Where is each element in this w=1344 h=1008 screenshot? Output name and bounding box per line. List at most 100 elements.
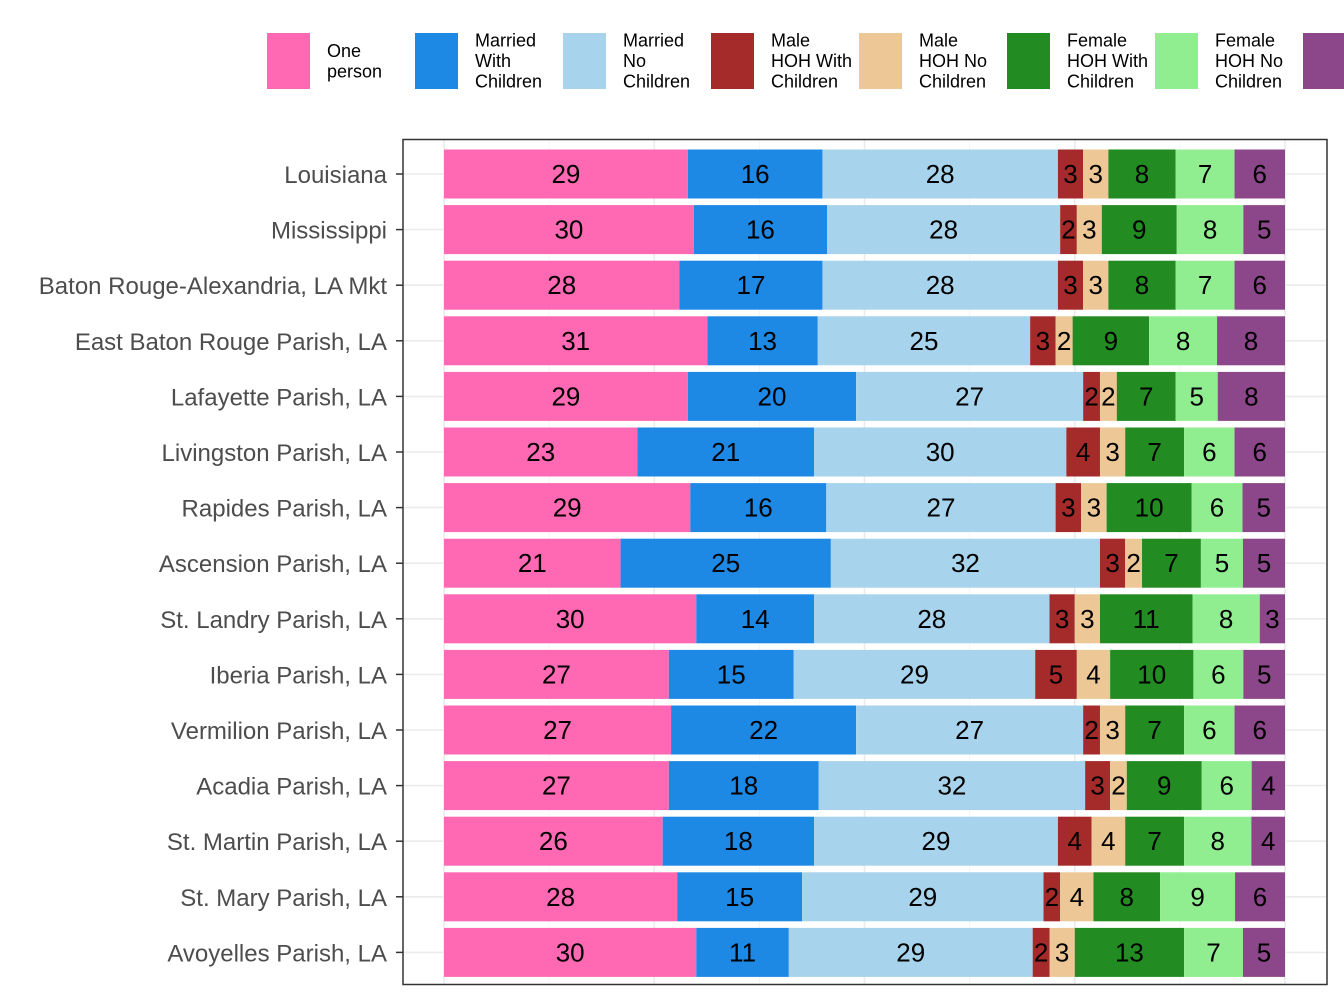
value-label: 30: [556, 937, 585, 967]
value-label: 8: [1244, 381, 1258, 411]
value-label: 28: [926, 270, 955, 300]
bar-segment-other: [1234, 427, 1285, 477]
value-label: 3: [1087, 493, 1101, 523]
bar-row-st-mary-parish-la: 28 15 29 2 4 8 9 6: [444, 872, 1285, 922]
value-label: 7: [1198, 270, 1212, 300]
bar-segment-married-no-children: [814, 816, 1058, 866]
bar-segment-married-no-children: [856, 705, 1084, 755]
bar-segment-female-hoh-no-children: [1184, 427, 1235, 477]
bar-segment-female-hoh-with-children: [1142, 538, 1201, 588]
bar-segment-married-no-children: [814, 594, 1050, 644]
bar-segment-male-hoh-with-children: [1085, 761, 1111, 811]
value-label: 6: [1253, 270, 1267, 300]
bar-row-st-landry-parish-la: 30 14 28 3 3 11 8 3: [444, 594, 1285, 644]
bar-row-st-martin-parish-la: 26 18 29 4 4 7 8 4: [444, 816, 1285, 866]
bar-segment-married-with-children: [671, 705, 857, 755]
bar-segment-male-hoh-with-children: [1099, 538, 1126, 588]
value-label: 2: [1061, 215, 1075, 245]
value-label: 8: [1176, 326, 1190, 356]
legend-label: HOH With: [771, 51, 852, 71]
bar-segment-male-hoh-with-children: [1083, 705, 1100, 755]
bar-segment-female-hoh-with-children: [1116, 371, 1176, 421]
value-label: 28: [926, 159, 955, 189]
value-label: 2: [1045, 882, 1059, 912]
bar-segment-one-person: [444, 316, 708, 366]
legend: OnepersonMarriedWithChildrenMarriedNoChi…: [267, 31, 1344, 92]
bar-segment-female-hoh-with-children: [1110, 649, 1194, 699]
value-label: 11: [729, 937, 756, 967]
value-label: 3: [1105, 437, 1119, 467]
value-label: 7: [1147, 826, 1161, 856]
value-label: 7: [1147, 437, 1161, 467]
bar-segment-one-person: [444, 594, 697, 644]
value-label: 5: [1049, 659, 1063, 689]
bar-segment-male-hoh-with-children: [1032, 927, 1050, 977]
bar-segment-male-hoh-with-children: [1057, 149, 1084, 199]
bar-segment-male-hoh-no-children: [1099, 371, 1117, 421]
legend-label: Male: [771, 31, 810, 51]
value-label: 2: [1111, 771, 1125, 801]
value-label: 27: [955, 715, 984, 745]
bar-segment-other: [1242, 927, 1285, 977]
value-label: 18: [724, 826, 753, 856]
legend-label: HOH No: [919, 51, 987, 71]
legend-key: [859, 33, 902, 89]
bar-segment-other: [1242, 538, 1285, 588]
value-label: 3: [1105, 548, 1119, 578]
y-tick-label: Livingston Parish, LA: [162, 440, 387, 467]
legend-label: Children: [623, 72, 690, 92]
value-label: 16: [744, 493, 773, 523]
legend-key: [1303, 33, 1344, 89]
y-tick-label: Lafayette Parish, LA: [171, 384, 387, 411]
value-label: 8: [1135, 159, 1149, 189]
legend-label: Children: [919, 72, 986, 92]
value-label: 11: [1133, 604, 1160, 634]
bar-segment-one-person: [444, 872, 678, 922]
bar-segment-married-with-children: [668, 761, 819, 811]
value-label: 13: [748, 326, 777, 356]
bar-segment-one-person: [444, 705, 672, 755]
panel-border: [402, 138, 1328, 986]
y-tick-label: Acadia Parish, LA: [196, 774, 387, 801]
bar-segment-one-person: [444, 260, 680, 310]
value-label: 10: [1135, 493, 1164, 523]
value-label: 29: [922, 826, 951, 856]
value-label: 3: [1089, 159, 1103, 189]
value-label: 29: [553, 493, 582, 523]
bar-segment-married-no-children: [822, 149, 1058, 199]
bar-segment-married-no-children: [817, 316, 1031, 366]
value-label: 25: [711, 548, 740, 578]
legend-label: Married: [623, 31, 684, 51]
value-label: 3: [1063, 270, 1077, 300]
bar-segment-female-hoh-with-children: [1108, 260, 1176, 310]
y-tick-label: Ascension Parish, LA: [159, 551, 387, 578]
value-label: 2: [1084, 715, 1098, 745]
bar-segment-other: [1234, 260, 1285, 310]
bar-segment-female-hoh-with-children: [1074, 927, 1185, 977]
value-label: 4: [1101, 826, 1115, 856]
bar-segment-one-person: [444, 927, 697, 977]
value-label: 15: [717, 659, 746, 689]
legend-item-other: [1303, 33, 1344, 89]
bar-segment-married-no-children: [788, 927, 1033, 977]
bar-segment-married-no-children: [827, 205, 1061, 255]
value-label: 5: [1215, 548, 1229, 578]
value-label: 7: [1164, 548, 1178, 578]
bar-segment-married-no-children: [826, 483, 1056, 533]
bar-segment-married-with-children: [707, 316, 818, 366]
value-label: 2: [1034, 937, 1048, 967]
bar-segment-other: [1259, 594, 1285, 644]
value-label: 6: [1219, 771, 1233, 801]
bar-segment-female-hoh-no-children: [1175, 149, 1235, 199]
value-label: 32: [937, 771, 966, 801]
bar-segment-male-hoh-with-children: [1030, 316, 1056, 366]
bar-segment-female-hoh-no-children: [1184, 816, 1252, 866]
bar-segment-male-hoh-with-children: [1035, 649, 1077, 699]
bar-segment-female-hoh-no-children: [1191, 483, 1243, 533]
bar-segment-one-person: [444, 205, 694, 255]
value-label: 20: [758, 381, 787, 411]
bar-segment-male-hoh-no-children: [1081, 483, 1107, 533]
bar-segment-male-hoh-with-children: [1083, 371, 1100, 421]
